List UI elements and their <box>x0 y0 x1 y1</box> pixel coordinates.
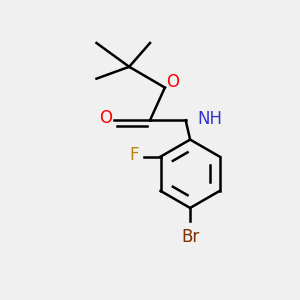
Text: O: O <box>100 109 112 127</box>
Text: F: F <box>129 146 139 164</box>
Text: NH: NH <box>197 110 222 128</box>
Text: O: O <box>166 73 179 91</box>
Text: Br: Br <box>181 228 199 246</box>
